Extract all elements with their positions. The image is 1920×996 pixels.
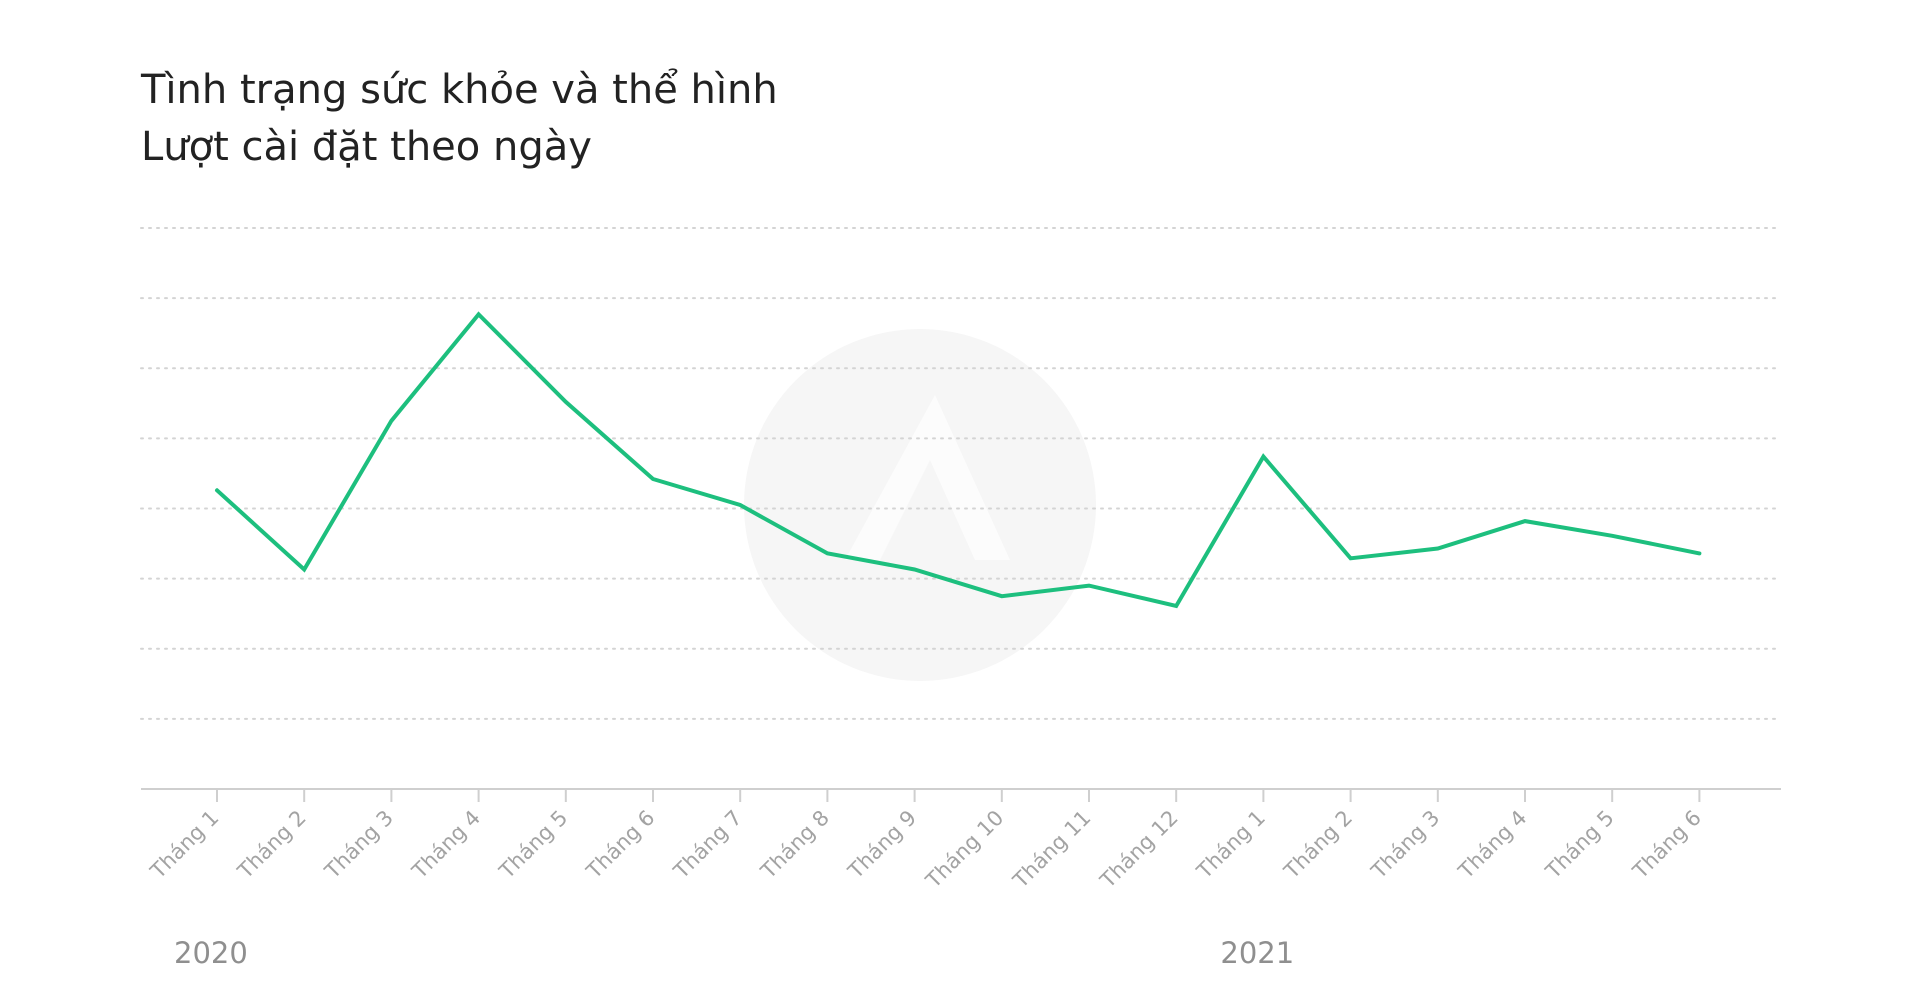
x-tick-label: Tháng 9	[843, 806, 921, 884]
x-tick-label: Tháng 7	[668, 806, 746, 884]
x-tick-label: Tháng 10	[921, 806, 1009, 894]
x-tick-label: Tháng 6	[1628, 806, 1706, 884]
x-tick-label: Tháng 1	[1192, 806, 1270, 884]
x-tick-label: Tháng 4	[407, 806, 485, 884]
x-tick-label: Tháng 11	[1008, 806, 1096, 894]
x-tick-labels: Tháng 1 Tháng 2 Tháng 3 Tháng 4 Tháng 5 Tháng…	[145, 806, 1706, 894]
x-tick-label: Tháng 6	[581, 806, 659, 884]
series-line	[215, 311, 1702, 609]
x-tick-label: Tháng 5	[1540, 806, 1618, 884]
x-tick-label: Tháng 2	[232, 806, 310, 884]
year-label: 2021	[1220, 936, 1294, 970]
watermark-logo-icon	[744, 329, 1096, 681]
x-tick-label: Tháng 4	[1453, 806, 1531, 884]
gridlines	[140, 227, 1782, 720]
series-layer	[215, 311, 1702, 609]
chart-header: Tình trạng sức khỏe và thể hình Lượt cài…	[141, 62, 778, 176]
x-tick-label: Tháng 1	[145, 806, 223, 884]
x-tick-label: Tháng 3	[1366, 806, 1444, 884]
x-tick-label: Tháng 5	[494, 806, 572, 884]
x-tick-label: Tháng 8	[756, 806, 834, 884]
year-labels: 2020 2021	[174, 936, 1294, 970]
x-tick-label: Tháng 2	[1279, 806, 1357, 884]
x-tick-label: Tháng 12	[1095, 806, 1183, 894]
year-label: 2020	[174, 936, 248, 970]
x-tick-label: Tháng 3	[320, 806, 398, 884]
chart-title: Tình trạng sức khỏe và thể hình	[141, 67, 778, 113]
chart-subtitle: Lượt cài đặt theo ngày	[141, 124, 592, 170]
x-ticks	[216, 789, 1701, 802]
